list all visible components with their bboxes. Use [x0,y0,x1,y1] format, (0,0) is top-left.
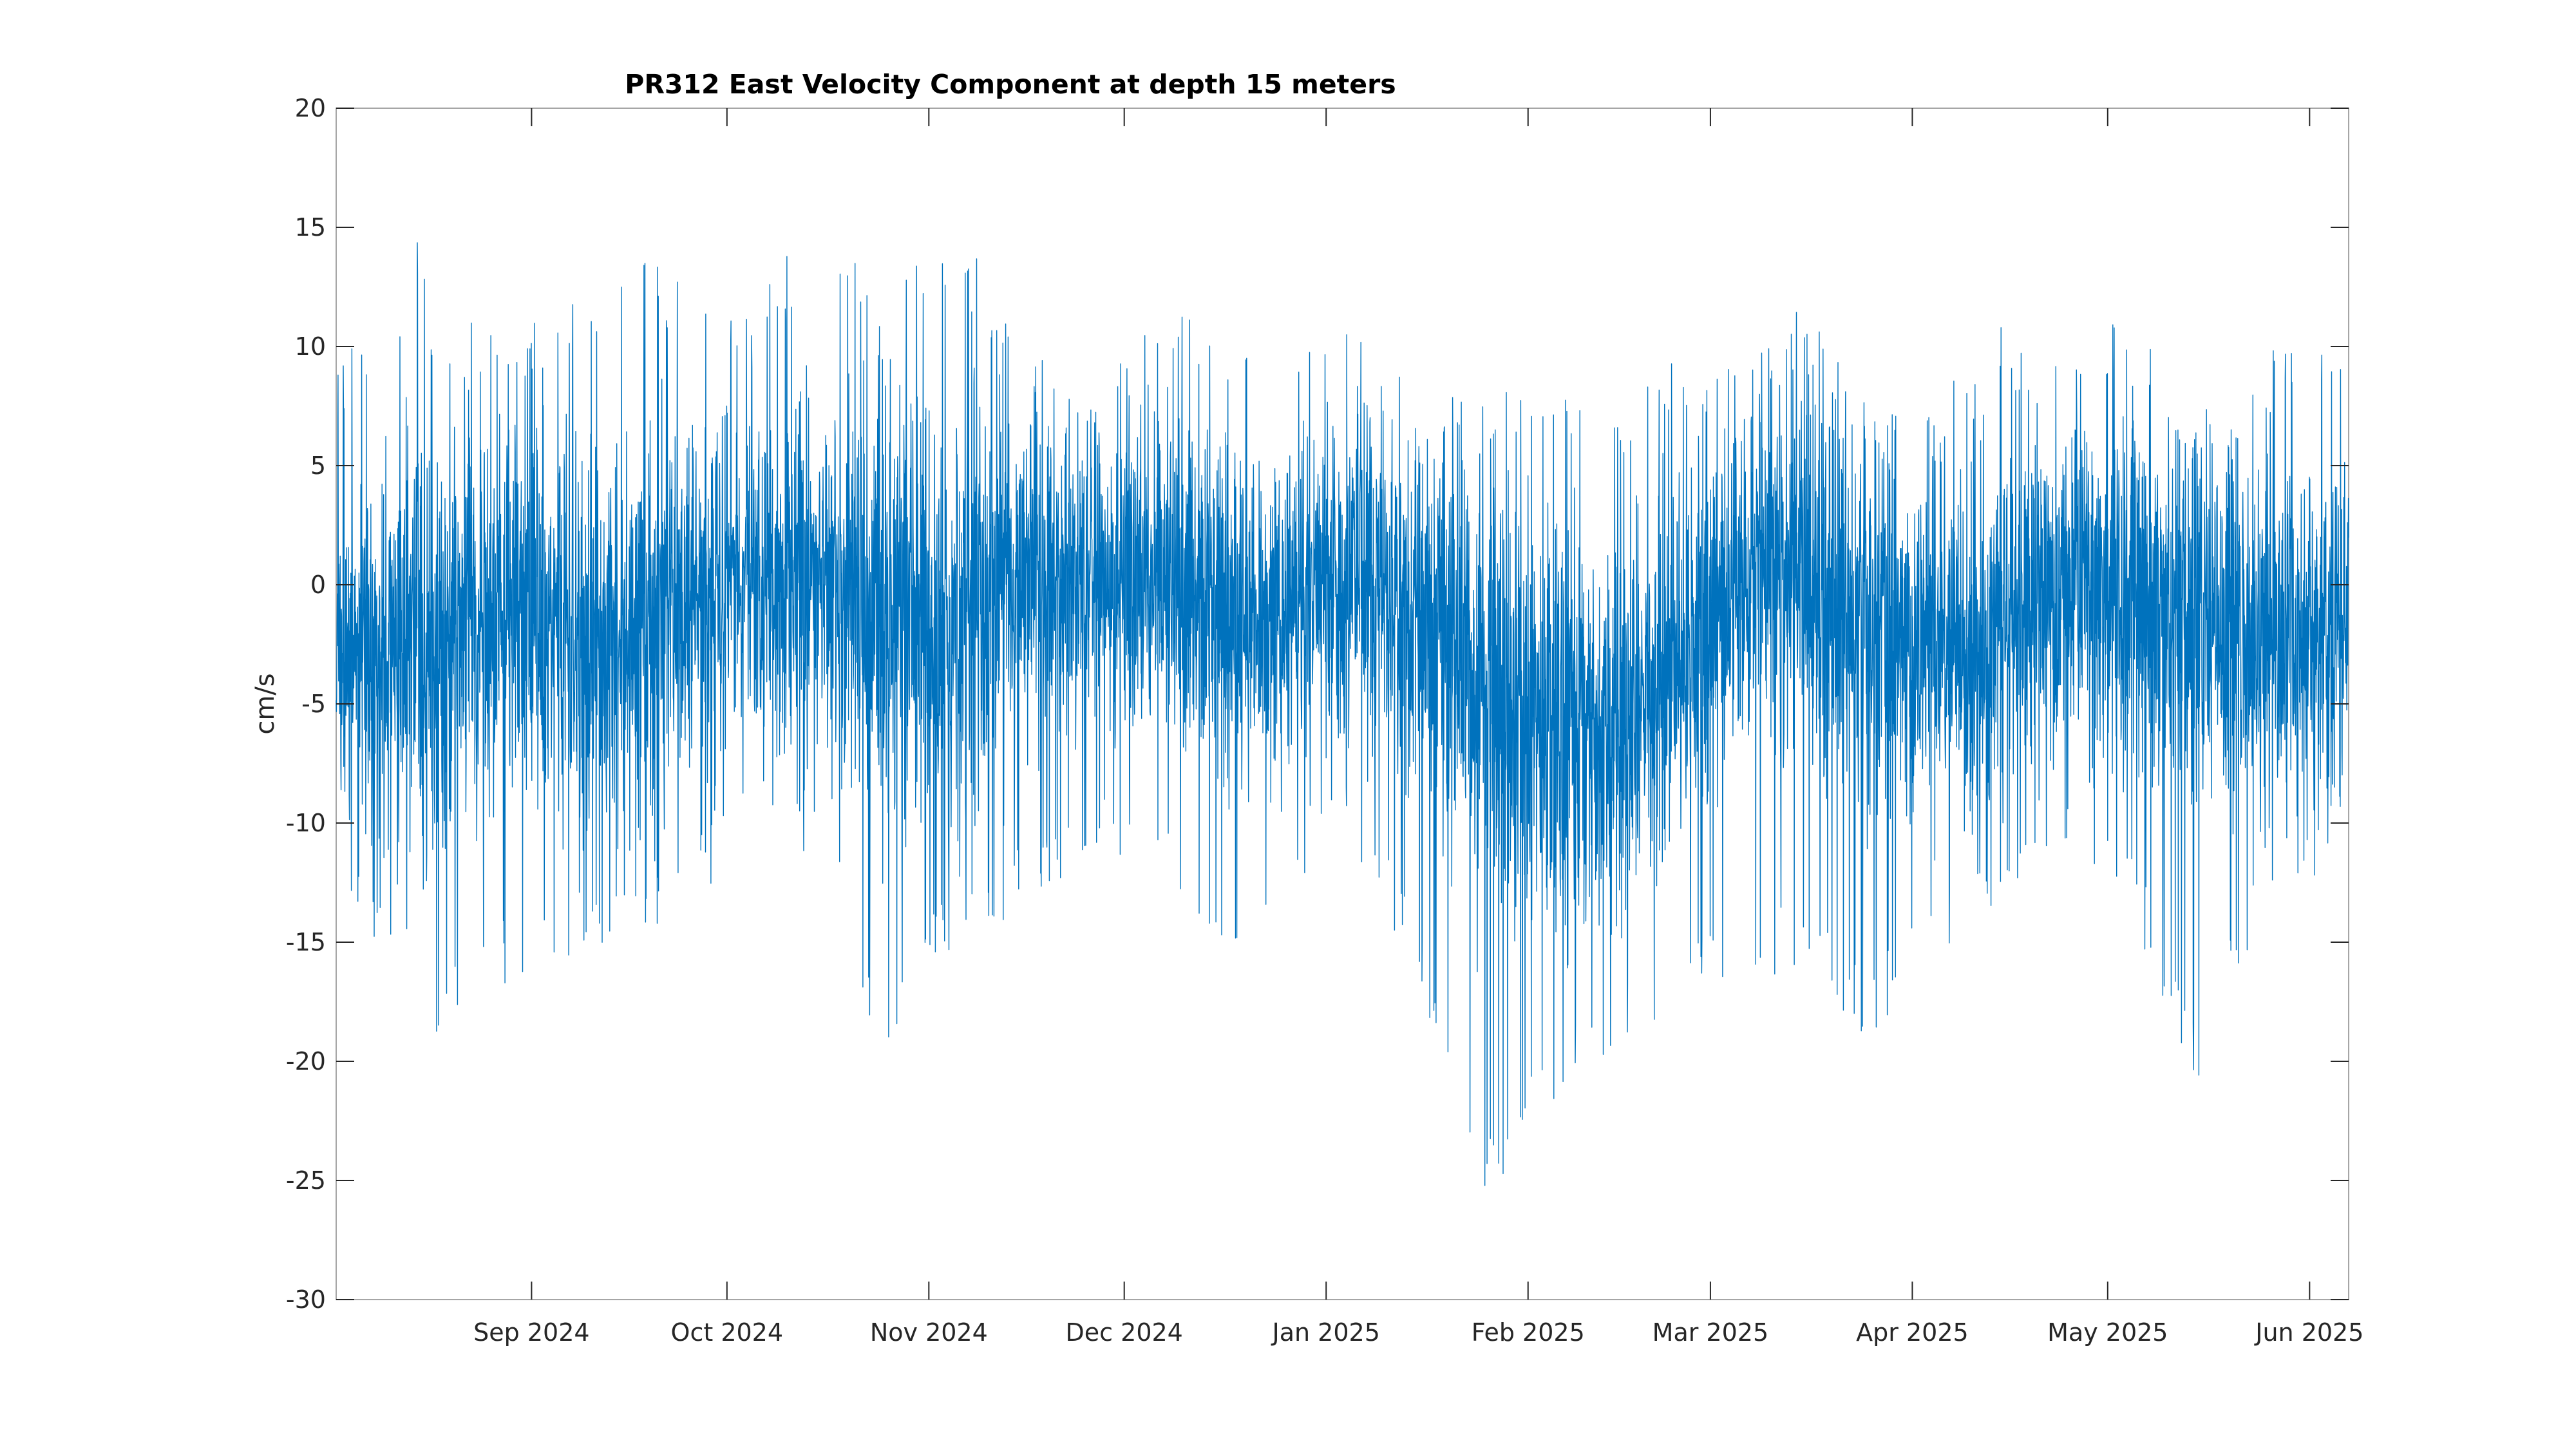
y-tick-label: -25 [286,1166,326,1195]
x-tick-label: Nov 2024 [870,1318,988,1347]
y-tick-label: 0 [310,571,326,599]
y-tick-label: -5 [301,690,326,718]
series-line [336,242,2349,1186]
y-tick-label: -10 [286,809,326,837]
series-layer [336,242,2349,1186]
y-tick-label: 15 [295,213,326,242]
x-tick-label: Jun 2025 [2254,1318,2363,1347]
ticks-layer: Sep 2024 Oct 2024 Nov 2024 Dec 2024 Jan 2025… [286,94,2363,1347]
x-tick-label: Apr 2025 [1856,1318,1969,1347]
y-tick-label: 20 [295,94,326,122]
x-tick-label: Feb 2025 [1472,1318,1585,1347]
y-tick-label: -15 [286,928,326,956]
x-tick-label: May 2025 [2047,1318,2168,1347]
x-tick-label: Oct 2024 [671,1318,784,1347]
y-tick-label: 10 [295,332,326,361]
x-tick-label: Dec 2024 [1066,1318,1183,1347]
y-tick-label: 5 [310,451,326,480]
x-tick-label: Sep 2024 [473,1318,589,1347]
x-tick-label: Jan 2025 [1271,1318,1380,1347]
y-axis-label: cm/s [251,673,280,734]
x-tick-label: Mar 2025 [1653,1318,1768,1347]
y-tick-label: -30 [286,1285,326,1314]
chart-title: PR312 East Velocity Component at depth 1… [625,69,1396,100]
y-tick-label: -20 [286,1047,326,1075]
